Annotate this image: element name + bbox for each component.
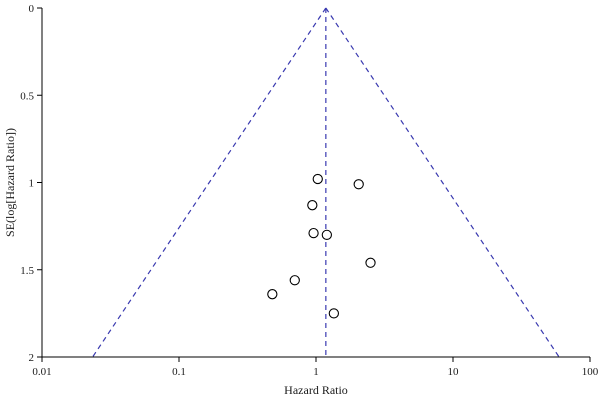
y-tick-label: 1 [29, 178, 35, 190]
study-points [267, 173, 376, 319]
y-axis-title: SE(log[Hazard Ratio]) [3, 128, 17, 237]
funnel-lines [92, 7, 560, 358]
lower-confidence-limit-line [92, 7, 327, 358]
study-point [353, 179, 364, 190]
upper-confidence-limit-line [325, 7, 560, 358]
x-tick-label: 10 [448, 366, 460, 378]
y-tick-label: 2 [29, 352, 35, 364]
y-tick-label: 1.5 [20, 265, 34, 277]
x-tick-label: 0.1 [172, 366, 186, 378]
x-axis-title: Hazard Ratio [284, 383, 348, 397]
y-tick-label: 0.5 [20, 90, 34, 102]
y-tick-label: 0 [29, 3, 35, 15]
study-point [328, 308, 340, 319]
study-point [321, 229, 332, 240]
study-point [289, 275, 300, 286]
x-tick-label: 1 [313, 366, 319, 378]
x-tick-label: 100 [582, 366, 599, 378]
study-point [365, 257, 376, 268]
study-point [312, 173, 323, 185]
x-axis-ticks: 0.01 0.1 1 10 100 [32, 357, 599, 378]
study-point [307, 200, 318, 211]
study-point [267, 289, 278, 300]
x-tick-label: 0.01 [32, 366, 51, 378]
y-axis-ticks: 0 0.5 1 1.5 2 [20, 3, 42, 364]
study-point [308, 227, 319, 239]
